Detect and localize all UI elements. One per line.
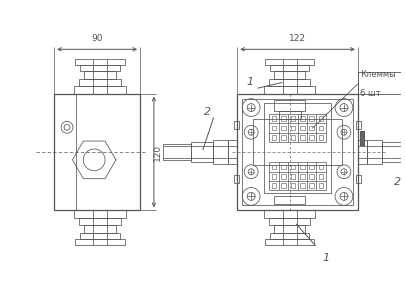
Text: 1: 1 bbox=[247, 77, 254, 87]
Bar bbox=[309, 165, 314, 170]
Bar bbox=[309, 183, 314, 188]
Bar bbox=[54, 94, 140, 210]
Bar bbox=[319, 135, 323, 140]
Bar bbox=[319, 183, 323, 188]
Bar bbox=[265, 59, 314, 65]
Bar bbox=[272, 183, 277, 188]
Text: 120: 120 bbox=[153, 143, 162, 161]
Bar bbox=[281, 174, 286, 179]
Text: 1: 1 bbox=[322, 253, 329, 263]
Bar bbox=[281, 135, 286, 140]
Bar bbox=[242, 99, 353, 205]
Bar bbox=[319, 165, 323, 170]
Bar bbox=[270, 233, 309, 239]
Bar bbox=[272, 116, 277, 121]
Bar bbox=[360, 131, 364, 145]
Bar bbox=[382, 142, 404, 162]
Text: 2: 2 bbox=[394, 177, 401, 187]
Bar bbox=[300, 126, 305, 130]
Bar bbox=[360, 131, 364, 145]
Bar bbox=[274, 100, 305, 112]
Bar bbox=[319, 116, 323, 121]
Bar bbox=[309, 174, 314, 179]
Text: 90: 90 bbox=[92, 34, 103, 43]
Bar bbox=[163, 144, 191, 160]
Bar bbox=[79, 79, 121, 86]
Bar bbox=[264, 103, 331, 194]
Bar bbox=[234, 121, 239, 129]
Bar bbox=[300, 183, 305, 188]
Bar bbox=[300, 165, 305, 170]
Bar bbox=[264, 86, 315, 94]
Bar bbox=[84, 71, 116, 79]
Bar bbox=[80, 65, 120, 71]
Bar bbox=[274, 225, 305, 233]
Bar bbox=[79, 218, 121, 225]
Bar bbox=[319, 126, 323, 130]
Bar bbox=[290, 116, 295, 121]
Bar bbox=[75, 239, 125, 245]
Bar bbox=[404, 144, 405, 160]
Text: Клеммы: Клеммы bbox=[360, 70, 396, 79]
Bar bbox=[356, 121, 361, 129]
Bar bbox=[281, 126, 286, 130]
Bar bbox=[279, 112, 301, 119]
Bar bbox=[84, 225, 116, 233]
Bar bbox=[272, 126, 277, 130]
Bar bbox=[272, 135, 277, 140]
Bar bbox=[356, 175, 361, 183]
Bar bbox=[281, 116, 286, 121]
Bar bbox=[269, 79, 310, 86]
Bar bbox=[281, 183, 286, 188]
Bar bbox=[272, 165, 277, 170]
Bar bbox=[300, 116, 305, 121]
Bar bbox=[75, 86, 126, 94]
Bar bbox=[264, 210, 315, 218]
Bar bbox=[75, 210, 126, 218]
Bar bbox=[237, 94, 358, 210]
Bar bbox=[309, 116, 314, 121]
Bar bbox=[269, 218, 310, 225]
Bar bbox=[281, 165, 286, 170]
Bar bbox=[367, 140, 382, 164]
Bar bbox=[75, 59, 125, 65]
Bar bbox=[290, 183, 295, 188]
Bar bbox=[290, 165, 295, 170]
Text: 6 шт: 6 шт bbox=[360, 89, 381, 98]
Bar bbox=[274, 196, 305, 204]
Bar bbox=[274, 71, 305, 79]
Text: 2: 2 bbox=[204, 107, 211, 118]
Bar bbox=[265, 239, 314, 245]
Bar bbox=[358, 140, 367, 164]
Bar bbox=[253, 119, 342, 165]
Bar bbox=[272, 174, 277, 179]
Bar bbox=[80, 233, 120, 239]
Bar bbox=[300, 174, 305, 179]
Text: 122: 122 bbox=[289, 34, 306, 43]
Bar bbox=[290, 174, 295, 179]
Bar bbox=[300, 135, 305, 140]
Bar bbox=[290, 135, 295, 140]
Bar bbox=[228, 140, 237, 164]
Bar bbox=[319, 174, 323, 179]
Bar bbox=[270, 65, 309, 71]
Bar bbox=[309, 126, 314, 130]
Bar bbox=[290, 126, 295, 130]
Bar bbox=[234, 175, 239, 183]
Bar bbox=[213, 140, 228, 164]
Bar bbox=[191, 142, 213, 162]
Bar bbox=[309, 135, 314, 140]
